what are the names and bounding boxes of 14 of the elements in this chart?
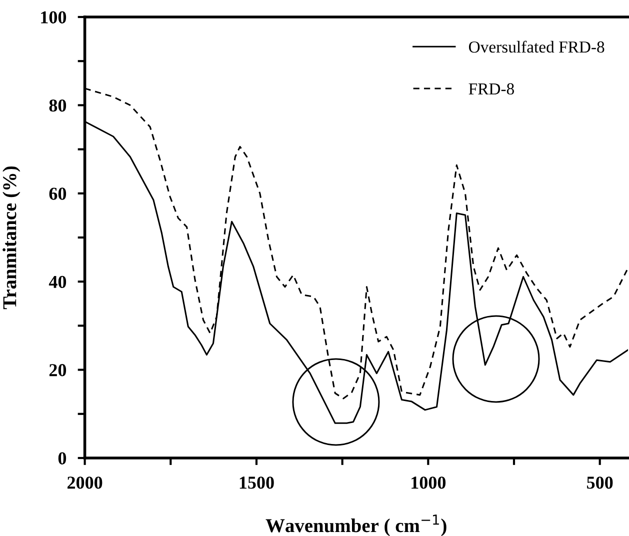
y-tick-label: 20: [49, 364, 66, 376]
y-tick-label: 80: [49, 99, 66, 112]
x-tick-label: 1500: [240, 476, 274, 489]
x-tick-label: 1000: [412, 476, 446, 489]
x-axis-title: Wavenumber ( cm$^{−1}$): [266, 514, 446, 536]
y-tick-label: 0: [58, 452, 66, 464]
x-tick-label: 2000: [68, 476, 102, 489]
y-tick-label: 40: [48, 276, 66, 288]
y-tick-label: 60: [49, 188, 66, 200]
legend-label: Oversulfated FRD-8: [468, 40, 604, 53]
y-tick-label: 100: [41, 11, 66, 24]
legend-label: FRD-8: [468, 83, 514, 95]
x-tick-label: 500: [587, 476, 613, 489]
y-axis-title: Tranmitance (%): [2, 166, 20, 310]
